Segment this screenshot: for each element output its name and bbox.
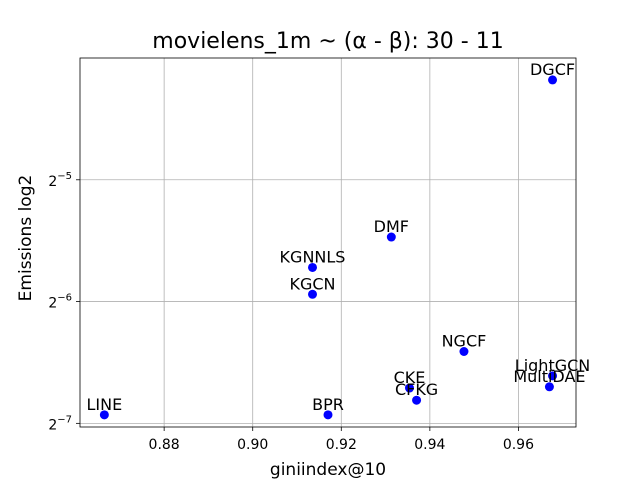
plot-frame	[79, 57, 577, 428]
x-tick-label: 0.96	[503, 437, 534, 453]
data-point	[548, 75, 558, 85]
point-label: CKE	[394, 368, 426, 387]
point-label: BPR	[312, 395, 344, 414]
y-axis-label: Emissions log2	[16, 175, 36, 302]
point-label: MultiDAE	[513, 367, 585, 386]
data-point	[544, 382, 554, 392]
x-tick-label: 0.94	[414, 437, 445, 453]
y-tick-label: 2−7	[48, 414, 72, 433]
data-point	[308, 289, 317, 299]
point-label: DGCF	[530, 60, 575, 79]
grid-lines	[80, 58, 576, 427]
data-point	[386, 232, 396, 242]
data-point	[323, 410, 333, 420]
point-label: LightGCN	[515, 356, 590, 375]
data-points	[99, 75, 558, 420]
chart-title: movielens_1m ~ (α - β): 30 - 11	[152, 29, 503, 54]
point-label: DMF	[374, 217, 409, 236]
data-point	[459, 346, 469, 356]
x-axis-label: giniindex@10	[270, 460, 386, 480]
data-point	[404, 383, 414, 393]
point-label: LINE	[86, 395, 122, 414]
point-label: KGCN	[289, 274, 335, 293]
data-point	[308, 262, 317, 272]
data-point	[99, 410, 109, 420]
y-axis-ticks: 2−7 2−6 2−5	[48, 171, 80, 433]
x-axis-ticks: 0.88 0.90 0.92 0.94 0.96	[149, 427, 534, 453]
point-label: NGCF	[442, 331, 487, 350]
y-tick-label: 2−5	[48, 171, 72, 190]
x-tick-label: 0.88	[149, 437, 180, 453]
point-label: CFKG	[395, 380, 438, 399]
data-point	[412, 395, 422, 405]
point-label: KGNNLS	[280, 247, 346, 266]
y-tick-label: 2−6	[48, 293, 72, 312]
data-point	[548, 371, 558, 381]
x-tick-label: 0.92	[326, 437, 357, 453]
x-tick-label: 0.90	[237, 437, 268, 453]
